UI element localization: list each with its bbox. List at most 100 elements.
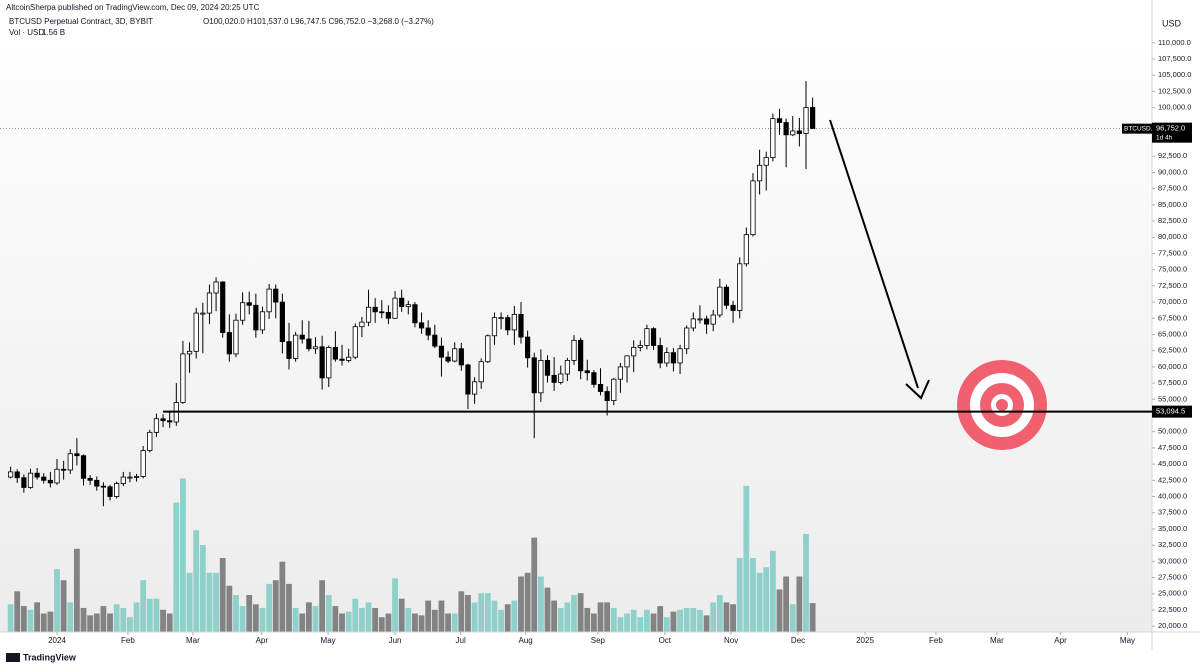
volume-bar [763, 567, 770, 632]
candle-body [644, 328, 650, 346]
x-tick-label: Sep [591, 636, 606, 645]
y-tick-label: 62,500.0 [1158, 346, 1187, 355]
y-tick-label: 67,500.0 [1158, 313, 1187, 322]
volume-bar [803, 533, 809, 632]
candle-body [352, 326, 358, 358]
volume-bar [425, 600, 432, 632]
price-tag-label: 96,752.0 [1156, 124, 1185, 133]
volume-bar [40, 613, 47, 632]
volume-bar [544, 587, 551, 632]
candle-body [518, 313, 524, 338]
y-tick-label: 90,000.0 [1158, 167, 1187, 176]
candle-body [578, 339, 584, 372]
candle-body [87, 477, 93, 481]
volume-bar [630, 609, 637, 632]
volume-bar [657, 606, 664, 632]
x-tick-label: May [1120, 636, 1135, 645]
brand-logo [6, 653, 20, 662]
candle-body [21, 477, 27, 488]
volume-bar [206, 572, 213, 632]
volume-bar [571, 595, 577, 632]
volume-bar [789, 604, 796, 632]
volume-bar [305, 602, 312, 632]
candle-body [737, 263, 743, 311]
volume-bar [325, 595, 332, 632]
plot-background [0, 0, 1152, 632]
volume-bar [498, 609, 505, 632]
candle-body [27, 472, 34, 488]
volume-bar [339, 613, 345, 632]
volume-bar [471, 602, 478, 632]
volume-bar [769, 550, 776, 632]
volume-bar [7, 604, 14, 632]
volume-bar [359, 607, 365, 632]
y-tick-label: 75,000.0 [1158, 265, 1187, 274]
volume-bar [431, 609, 438, 632]
volume-bar [352, 598, 359, 632]
volume-bar [750, 558, 756, 632]
candle-body [637, 345, 643, 348]
candle-body [478, 361, 484, 383]
candle-body [153, 418, 160, 433]
volume-bar [531, 537, 538, 632]
candle-body [100, 485, 107, 488]
y-tick-label: 35,000.0 [1158, 524, 1187, 533]
candle-body [193, 312, 199, 352]
y-tick-label: 102,500.0 [1158, 86, 1191, 95]
candle-body [723, 286, 730, 306]
candle-body [564, 360, 570, 375]
support-tag [1152, 405, 1192, 418]
y-tick-label: 85,000.0 [1158, 200, 1187, 209]
candle-body [505, 317, 511, 331]
candle-body [140, 450, 146, 477]
candle-body [286, 341, 292, 359]
volume-bar [557, 607, 564, 632]
x-tick-label: Aug [519, 636, 533, 645]
volume-bar [458, 591, 465, 632]
candle-body [61, 468, 67, 471]
volume-bar [537, 576, 544, 632]
volume-bar [730, 604, 736, 632]
candle-body [757, 164, 763, 182]
page-header: AltcoinSherpa published on TradingView.c… [6, 3, 260, 12]
candle-body [147, 431, 153, 451]
volume-bar [624, 613, 630, 632]
arrow-shaft [829, 119, 919, 389]
candle-body [571, 339, 577, 361]
volume-bar [511, 600, 518, 632]
candle-body [584, 370, 590, 374]
candle-body [74, 453, 80, 457]
candle-body [776, 118, 783, 123]
volume-bar [710, 602, 717, 632]
y-tick-label: 45,000.0 [1158, 459, 1187, 468]
y-tick-label: 57,500.0 [1158, 378, 1187, 387]
candle-body [200, 312, 206, 315]
volume-bar [113, 604, 120, 632]
volume-bar [73, 548, 80, 632]
x-tick-label: Apr [256, 636, 269, 645]
y-tick-label: 47,500.0 [1158, 443, 1187, 452]
candle-body [120, 476, 126, 484]
arrow-head [905, 379, 930, 400]
support-tag-label: 53,094.5 [1156, 407, 1185, 416]
candle-body [558, 373, 564, 383]
volume-bar [272, 580, 279, 632]
candle-body [491, 317, 498, 337]
price-layer [8, 81, 816, 507]
y-tick-label: 60,000.0 [1158, 362, 1187, 371]
volume-bar [80, 607, 87, 632]
volume-bar [438, 600, 445, 632]
volume-bar [418, 615, 425, 632]
volume-bar [312, 606, 319, 632]
candle-body [425, 327, 431, 336]
x-tick-label: Mar [186, 636, 200, 645]
volume-legend: Vol · USD [9, 28, 44, 37]
volume-bar [597, 602, 604, 632]
candle-body [279, 301, 285, 343]
volume-bar [233, 595, 239, 632]
y-tick-label: 40,000.0 [1158, 492, 1187, 501]
candle-body [319, 346, 325, 379]
y-tick-label: 30,000.0 [1158, 556, 1187, 565]
volume-bar [677, 609, 683, 632]
volume-bar [193, 530, 200, 632]
